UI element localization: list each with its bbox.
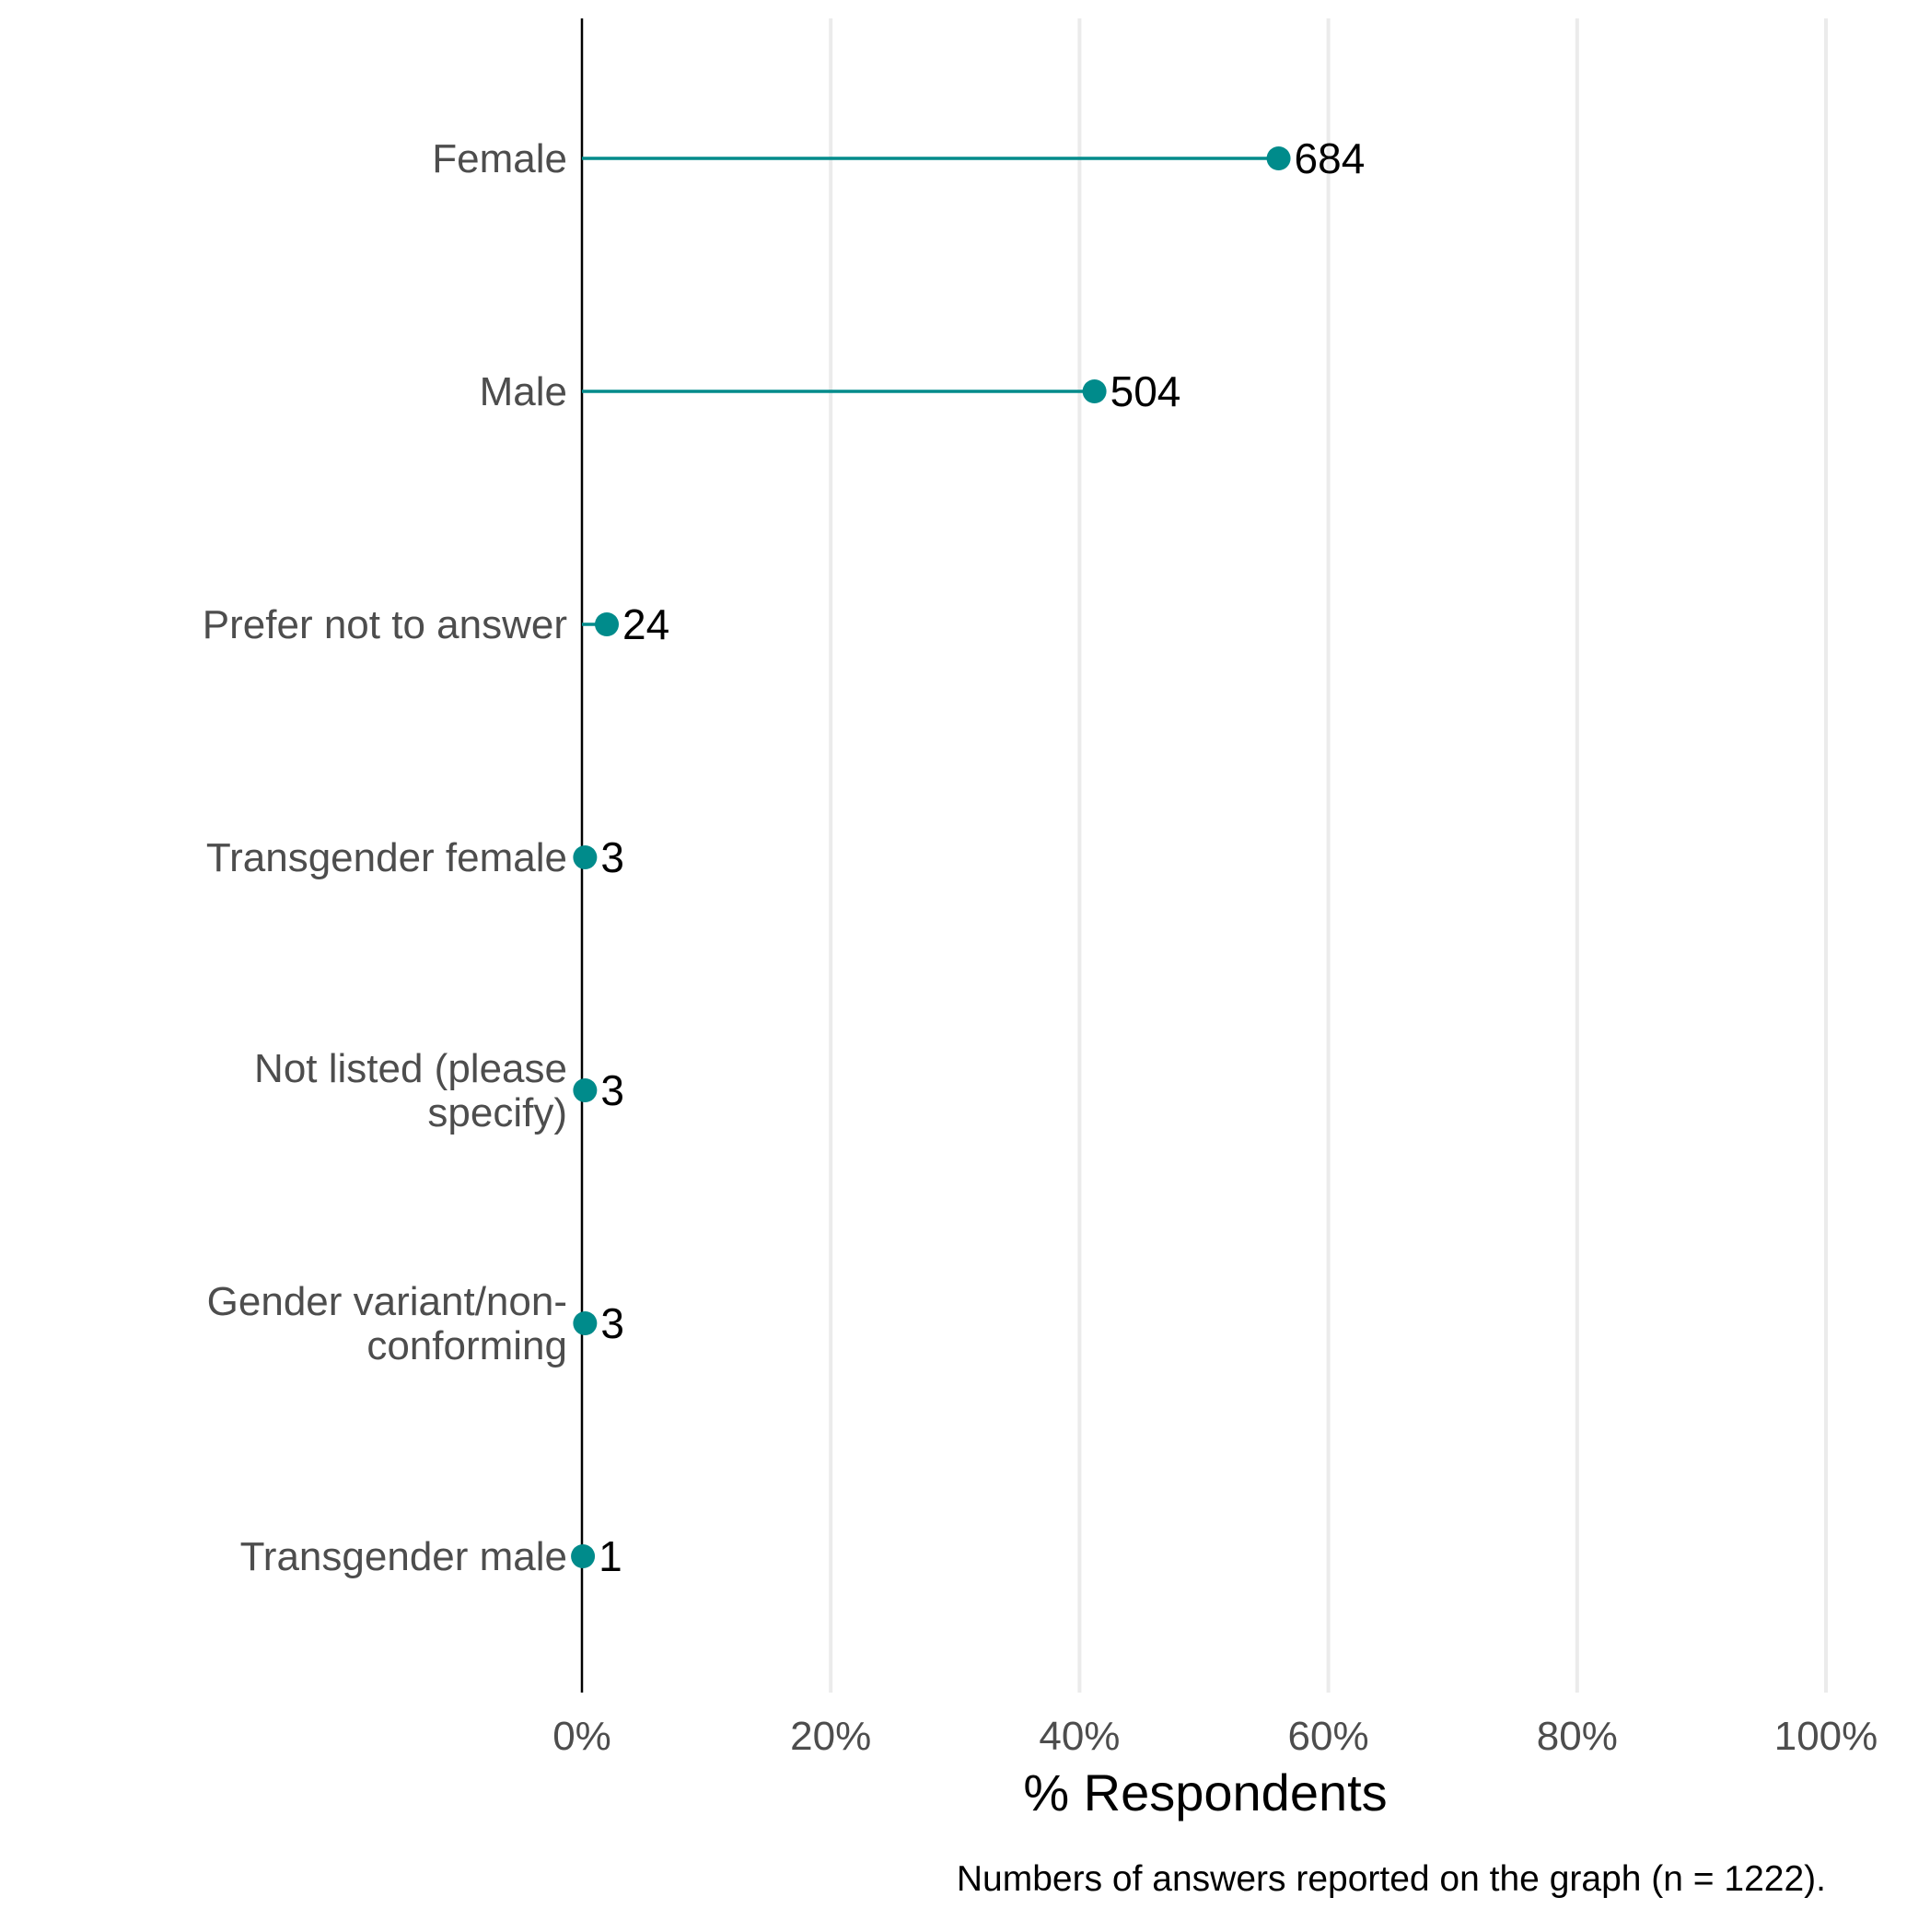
value-label: 3 xyxy=(600,1299,624,1347)
category-label: Transgender female xyxy=(206,835,567,880)
value-labels: 684 504 24 3 3 3 1 xyxy=(599,134,1365,1580)
lollipop-point xyxy=(595,612,620,636)
category-label: conforming xyxy=(366,1323,567,1368)
x-tick-label: 100% xyxy=(1774,1714,1878,1759)
value-label: 684 xyxy=(1295,134,1366,182)
lollipop-point xyxy=(571,1544,596,1568)
lollipop-point xyxy=(573,1078,598,1102)
value-label: 3 xyxy=(600,1066,624,1114)
lollipop-point xyxy=(573,845,598,869)
category-label: Male xyxy=(480,369,567,414)
x-tick-label: 80% xyxy=(1537,1714,1618,1759)
category-label: Not listed (please xyxy=(254,1046,567,1091)
chart-caption: Numbers of answers reported on the graph… xyxy=(957,1859,1826,1899)
category-labels: Female Male Prefer not to answer Transgende… xyxy=(203,136,567,1579)
category-label: specify) xyxy=(427,1090,567,1135)
grid-lines xyxy=(829,18,1828,1693)
x-axis-title: % Respondents xyxy=(1023,1763,1387,1821)
category-label: Female xyxy=(432,136,567,181)
x-tick-label: 40% xyxy=(1039,1714,1120,1759)
x-tick-label: 0% xyxy=(552,1714,611,1759)
lollipop-point xyxy=(1082,379,1107,403)
value-label: 24 xyxy=(622,600,669,648)
value-label: 3 xyxy=(600,833,624,881)
value-label: 504 xyxy=(1110,367,1181,415)
x-tick-label: 20% xyxy=(790,1714,871,1759)
lollipop-point xyxy=(573,1311,598,1335)
x-tick-label: 60% xyxy=(1288,1714,1369,1759)
x-tick-labels: 0% 20% 40% 60% 80% 100% xyxy=(552,1714,1878,1759)
lollipop-points xyxy=(571,146,1291,1568)
category-label: Prefer not to answer xyxy=(203,602,567,647)
category-label: Transgender male xyxy=(240,1534,567,1579)
value-label: 1 xyxy=(599,1532,622,1580)
category-label: Gender variant/non- xyxy=(207,1279,567,1324)
lollipop-point xyxy=(1266,146,1291,170)
